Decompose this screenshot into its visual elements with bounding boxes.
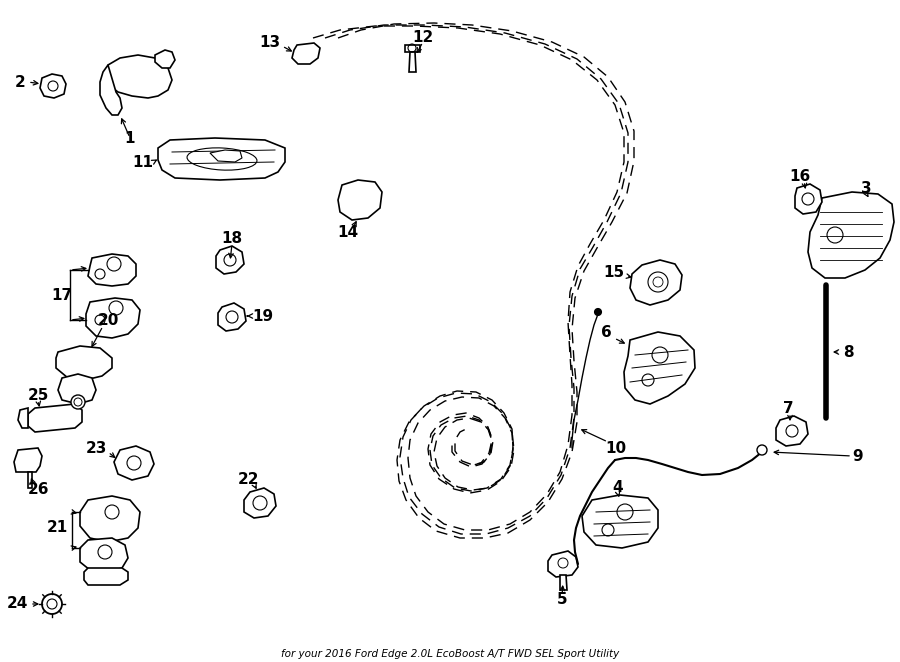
Polygon shape [776, 416, 808, 446]
Polygon shape [582, 495, 658, 548]
Polygon shape [155, 50, 175, 68]
Text: 10: 10 [606, 440, 626, 455]
Text: 3: 3 [860, 181, 871, 195]
Polygon shape [80, 496, 140, 542]
Polygon shape [114, 446, 154, 480]
Polygon shape [244, 488, 276, 518]
Text: 11: 11 [132, 154, 153, 169]
Text: 7: 7 [783, 401, 793, 416]
Text: 16: 16 [789, 169, 811, 183]
Polygon shape [18, 408, 28, 428]
Circle shape [757, 445, 767, 455]
Text: 15: 15 [603, 265, 624, 279]
Polygon shape [405, 45, 420, 52]
Circle shape [71, 395, 85, 409]
Text: 25: 25 [27, 387, 49, 402]
Text: 22: 22 [238, 473, 259, 487]
Circle shape [595, 308, 601, 316]
Text: 18: 18 [221, 230, 243, 246]
Polygon shape [292, 43, 320, 64]
Text: 26: 26 [27, 483, 49, 498]
Polygon shape [548, 551, 578, 577]
Polygon shape [560, 575, 567, 590]
Polygon shape [40, 74, 66, 98]
Text: 13: 13 [259, 34, 280, 50]
Text: for your 2016 Ford Edge 2.0L EcoBoost A/T FWD SEL Sport Utility: for your 2016 Ford Edge 2.0L EcoBoost A/… [281, 649, 619, 659]
Text: 8: 8 [842, 344, 853, 359]
Circle shape [42, 594, 62, 614]
Polygon shape [218, 303, 246, 331]
Polygon shape [28, 404, 82, 432]
Polygon shape [84, 568, 128, 585]
Text: 9: 9 [852, 448, 863, 463]
Text: 12: 12 [412, 30, 434, 44]
Text: 5: 5 [557, 592, 567, 608]
Polygon shape [624, 332, 695, 404]
Polygon shape [100, 65, 122, 115]
Polygon shape [86, 298, 140, 338]
Polygon shape [28, 472, 32, 488]
Polygon shape [80, 538, 128, 572]
Polygon shape [808, 192, 894, 278]
Text: 21: 21 [47, 520, 68, 536]
Polygon shape [409, 52, 416, 72]
Text: 19: 19 [252, 308, 273, 324]
Polygon shape [158, 138, 285, 180]
Text: 23: 23 [86, 440, 107, 455]
Text: 17: 17 [51, 287, 73, 303]
Text: 20: 20 [97, 312, 119, 328]
Text: 24: 24 [6, 596, 28, 612]
Text: 1: 1 [125, 130, 135, 146]
Polygon shape [210, 150, 242, 162]
Text: 6: 6 [601, 324, 612, 340]
Polygon shape [216, 246, 244, 274]
Polygon shape [56, 346, 112, 380]
Polygon shape [795, 184, 822, 214]
Polygon shape [630, 260, 682, 305]
Text: 14: 14 [338, 224, 358, 240]
Polygon shape [106, 55, 172, 98]
Text: 4: 4 [613, 481, 624, 495]
Text: 2: 2 [14, 75, 25, 89]
Polygon shape [14, 448, 42, 472]
Polygon shape [58, 374, 96, 404]
Polygon shape [88, 254, 136, 286]
Polygon shape [338, 180, 382, 220]
